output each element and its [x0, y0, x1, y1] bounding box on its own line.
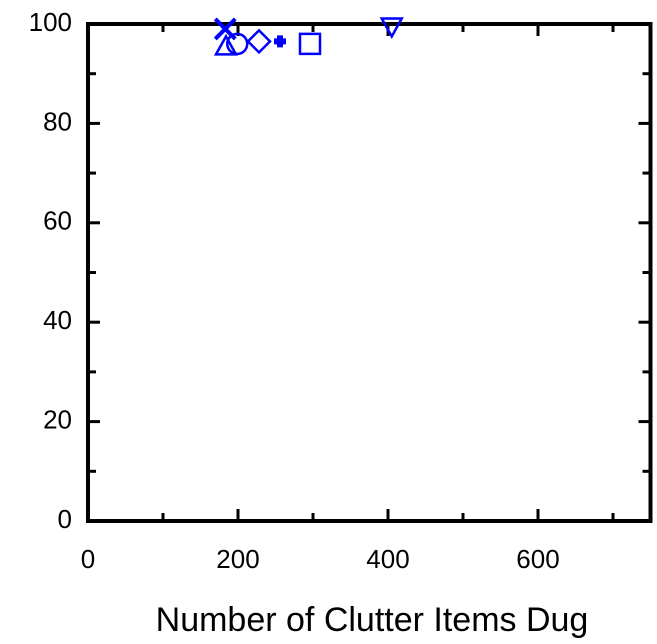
x-tick-label: 200 — [216, 544, 259, 574]
x-tick-label: 0 — [81, 544, 95, 574]
marker — [246, 28, 272, 55]
y-tick-label: 80 — [43, 106, 72, 136]
x-tick-label: 600 — [516, 544, 559, 574]
y-tick-label: 40 — [43, 305, 72, 335]
marker — [298, 32, 322, 56]
y-tick-label: 20 — [43, 404, 72, 434]
y-tick-label: 100 — [29, 7, 72, 37]
marker — [274, 35, 286, 48]
x-tick-label: 400 — [366, 544, 409, 574]
marker — [379, 17, 404, 40]
y-tick-label: 60 — [43, 206, 72, 236]
plot-frame — [86, 22, 653, 523]
marker — [213, 33, 239, 56]
x-axis-label: Number of Clutter Items Dug — [156, 601, 589, 639]
y-tick-label: 0 — [58, 504, 72, 534]
marker — [225, 32, 249, 56]
